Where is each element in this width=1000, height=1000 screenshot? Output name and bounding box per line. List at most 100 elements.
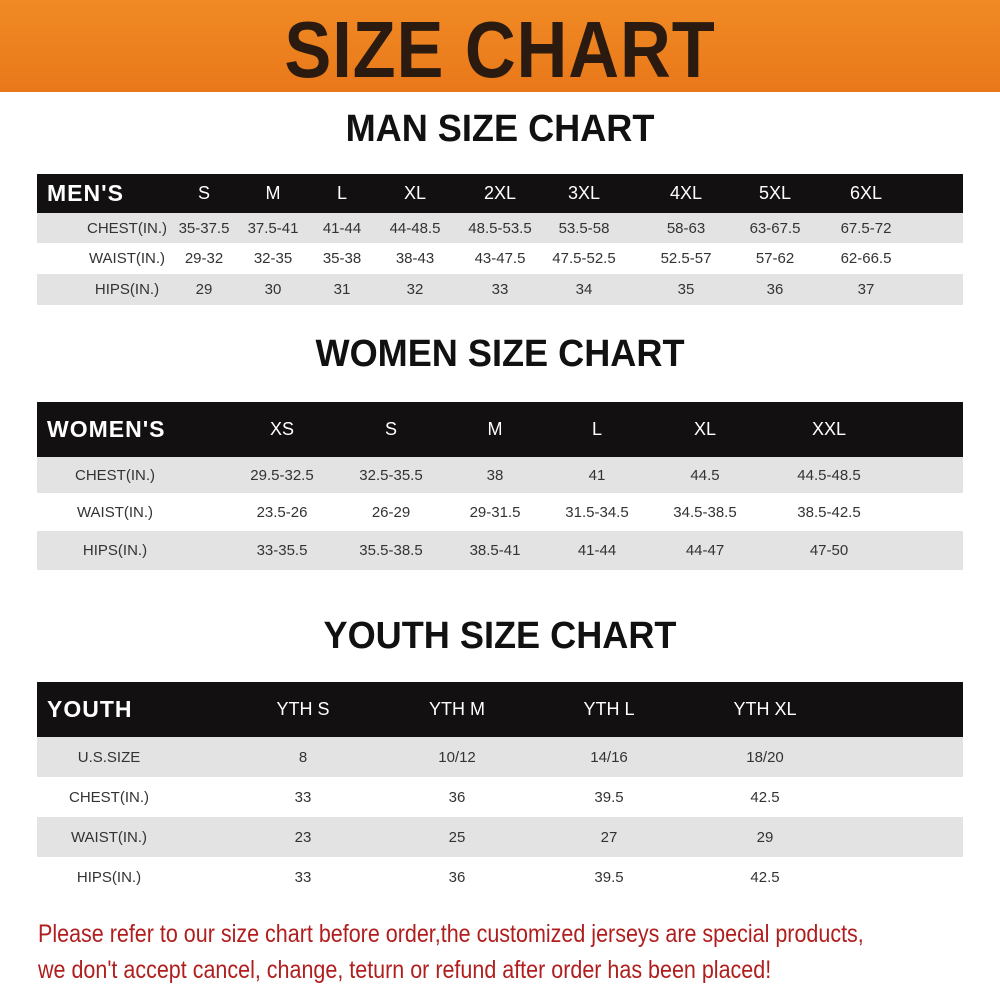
measurement-cell: 27 [600, 828, 618, 846]
youth-size-header: YTH M [429, 699, 485, 719]
measurement-cell: 23.5-26 [256, 503, 308, 521]
youth-table-row: HIPS(IN.) 33 36 39.5 42.5 [37, 857, 963, 897]
youth-header-label: YOUTH [47, 696, 133, 722]
women-table-row: CHEST(IN.) 29.5-32.5 32.5-35.5 38 41 44.5 44.5… [37, 457, 963, 493]
men-size-header: 4XL [669, 183, 703, 203]
women-size-header: XXL [811, 419, 847, 439]
measurement-cell: 37.5-41 [247, 219, 299, 237]
men-table-row: HIPS(IN.) 29 30 31 32 33 34 35 36 37 [37, 274, 963, 305]
measurement-cell: 41-44 [577, 542, 617, 559]
youth-size-header: YTH S [276, 699, 330, 719]
men-size-header: M [265, 183, 281, 203]
measurement-cell: 29 [756, 828, 774, 846]
women-size-header: L [591, 419, 603, 439]
measurement-cell: 25 [448, 828, 466, 846]
banner: SIZE CHART [0, 0, 1000, 94]
measurement-cell: 38-43 [395, 250, 435, 267]
measurement-cell: 48.5-53.5 [468, 219, 532, 237]
measurement-cell: 33 [491, 281, 509, 298]
measurement-cell: 38.5-41 [469, 542, 521, 559]
men-size-header: L [336, 183, 348, 203]
measurement-cell: 53.5-58 [558, 219, 610, 237]
row-label: HIPS(IN.) [94, 281, 160, 298]
measurement-cell: 39.5 [594, 788, 624, 806]
measurement-cell: 32-35 [253, 250, 293, 267]
men-size-header: 6XL [849, 183, 883, 203]
women-size-header: XL [693, 419, 717, 439]
women-size-header: XS [269, 419, 295, 439]
measurement-cell: 44.5-48.5 [797, 466, 861, 484]
men-size-table: MEN'S S M L XL 2XL 3XL 4XL 5XL 6XL CHEST(IN.) 35-37… [37, 174, 963, 305]
measurement-cell: 10/12 [438, 748, 476, 766]
youth-table-row: CHEST(IN.) 33 36 39.5 42.5 [37, 777, 963, 817]
row-label: HIPS(IN.) [76, 868, 142, 886]
measurement-cell: 26-29 [371, 503, 411, 521]
women-size-header: M [487, 419, 503, 439]
measurement-cell: 33 [294, 868, 312, 886]
youth-size-header: YTH XL [733, 699, 797, 719]
measurement-cell: 36 [766, 281, 784, 298]
women-header-row: WOMEN'S XS S M L XL XXL [37, 402, 963, 457]
youth-size-header: YTH L [583, 699, 635, 719]
youth-header-row: YOUTH YTH S YTH M YTH L YTH XL [37, 682, 963, 737]
measurement-cell: 47-50 [809, 542, 849, 559]
men-table-row: CHEST(IN.) 35-37.5 37.5-41 41-44 44-48.5 48.5… [37, 213, 963, 243]
measurement-cell: 35-38 [322, 250, 362, 267]
women-section-title: WOMEN SIZE CHART [315, 333, 685, 375]
measurement-cell: 42.5 [750, 788, 780, 806]
row-label: U.S.SIZE [77, 748, 141, 766]
measurement-cell: 39.5 [594, 868, 624, 886]
measurement-cell: 18/20 [746, 748, 784, 766]
men-header-label: MEN'S [47, 180, 124, 206]
measurement-cell: 30 [264, 281, 282, 298]
measurement-cell: 43-47.5 [474, 250, 526, 267]
row-label: CHEST(IN.) [75, 466, 155, 484]
men-size-header: XL [403, 183, 427, 203]
measurement-cell: 63-67.5 [749, 219, 801, 237]
men-size-header: 3XL [567, 183, 601, 203]
measurement-cell: 52.5-57 [660, 250, 712, 267]
measurement-cell: 36 [448, 788, 466, 806]
banner-title: SIZE CHART [284, 5, 716, 94]
measurement-cell: 34.5-38.5 [673, 503, 737, 521]
men-header-row: MEN'S S M L XL 2XL 3XL 4XL 5XL 6XL [37, 174, 963, 213]
measurement-cell: 44-47 [685, 542, 725, 559]
row-label: WAIST(IN.) [88, 250, 166, 267]
measurement-cell: 29-31.5 [469, 503, 521, 521]
row-label: WAIST(IN.) [76, 503, 154, 521]
men-table-row: WAIST(IN.) 29-32 32-35 35-38 38-43 43-47.5 47.… [37, 243, 963, 274]
measurement-cell: 23 [294, 828, 312, 846]
youth-table-row: U.S.SIZE 8 10/12 14/16 18/20 [37, 737, 963, 777]
measurement-cell: 35-37.5 [178, 219, 230, 237]
notice-line-1: Please refer to our size chart before or… [38, 920, 864, 948]
women-header-label: WOMEN'S [47, 416, 166, 442]
measurement-cell: 44.5 [690, 466, 720, 484]
measurement-cell: 29 [195, 281, 213, 298]
men-size-header: 2XL [483, 183, 517, 203]
row-label: CHEST(IN.) [69, 788, 149, 806]
measurement-cell: 62-66.5 [840, 250, 892, 267]
men-size-header: 5XL [758, 183, 792, 203]
measurement-cell: 14/16 [590, 748, 628, 766]
row-label: CHEST(IN.) [87, 219, 167, 237]
women-table-row: HIPS(IN.) 33-35.5 35.5-38.5 38.5-41 41-44 44-… [37, 531, 963, 570]
measurement-cell: 31 [333, 281, 351, 298]
measurement-cell: 44-48.5 [389, 219, 441, 237]
measurement-cell: 57-62 [755, 250, 795, 267]
row-label: WAIST(IN.) [70, 828, 148, 846]
measurement-cell: 29.5-32.5 [250, 466, 314, 484]
measurement-cell: 33-35.5 [256, 542, 308, 559]
measurement-cell: 33 [294, 788, 312, 806]
youth-size-table: YOUTH YTH S YTH M YTH L YTH XL U.S.SIZE 8 10/12… [37, 682, 963, 897]
men-section-title: MAN SIZE CHART [345, 108, 655, 150]
measurement-cell: 37 [857, 281, 875, 298]
measurement-cell: 67.5-72 [840, 219, 892, 237]
measurement-cell: 31.5-34.5 [565, 503, 629, 521]
measurement-cell: 32.5-35.5 [359, 466, 423, 484]
measurement-cell: 35 [677, 281, 695, 298]
women-table-row: WAIST(IN.) 23.5-26 26-29 29-31.5 31.5-34.5 34… [37, 493, 963, 531]
measurement-cell: 8 [298, 748, 308, 766]
measurement-cell: 35.5-38.5 [359, 542, 423, 559]
measurement-cell: 58-63 [666, 219, 706, 237]
measurement-cell: 41-44 [322, 219, 362, 237]
